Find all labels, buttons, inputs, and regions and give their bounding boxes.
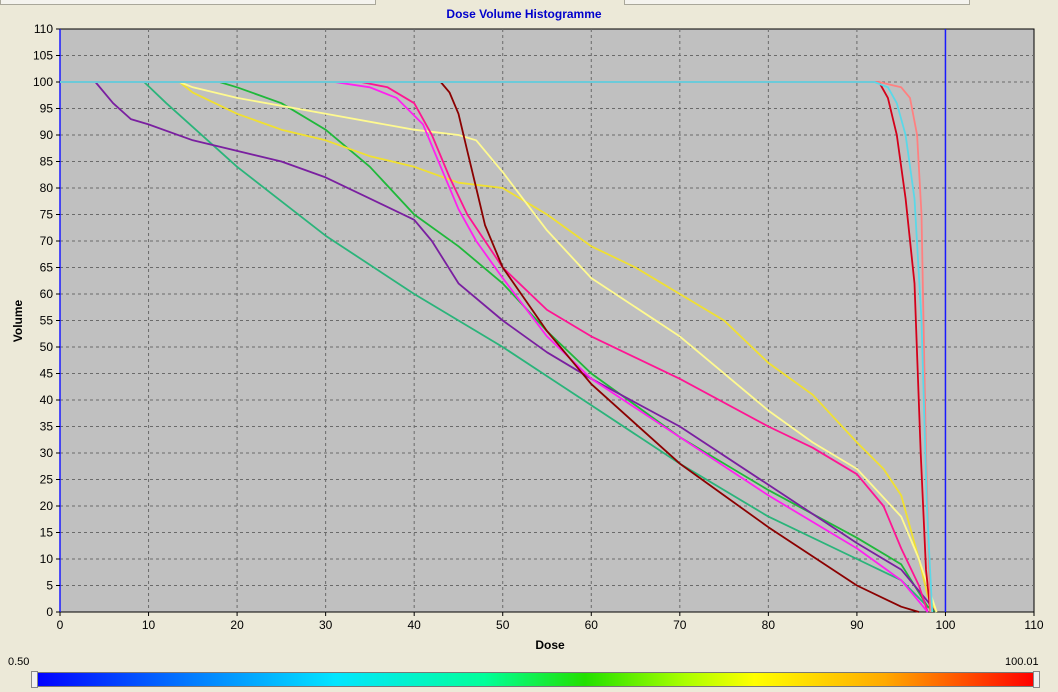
series-line bbox=[60, 81, 932, 613]
y-tick-label: 100 bbox=[33, 75, 53, 89]
y-tick-label: 80 bbox=[40, 181, 54, 195]
y-tick-label: 30 bbox=[40, 446, 54, 460]
x-tick-label: 10 bbox=[142, 618, 156, 632]
x-tick-label: 70 bbox=[673, 618, 687, 632]
colorbar-max-handle[interactable] bbox=[1033, 671, 1040, 688]
y-tick-label: 40 bbox=[40, 393, 54, 407]
colorbar-min-label: 0.50 bbox=[8, 656, 30, 668]
dvh-chart: 0 10 20 30 40 50 60 70 80 90 100 110 0 5 10 15 20 25 30 35… bbox=[11, 7, 1044, 652]
chart-title: Dose Volume Histogramme bbox=[446, 7, 601, 21]
y-tick-label: 60 bbox=[40, 287, 54, 301]
y-tick-label: 35 bbox=[40, 420, 54, 434]
x-tick-label: 40 bbox=[408, 618, 422, 632]
series-group bbox=[60, 81, 938, 613]
x-tick-label: 110 bbox=[1024, 618, 1043, 632]
y-tick-label: 15 bbox=[40, 526, 54, 540]
series-line bbox=[60, 81, 929, 613]
series-line bbox=[60, 81, 938, 613]
y-tick-label: 110 bbox=[34, 22, 53, 36]
series-line bbox=[60, 81, 938, 613]
colorbar-max-label: 100.01 bbox=[1005, 656, 1039, 668]
y-tick-label: 105 bbox=[33, 49, 53, 63]
colorbar-gradient bbox=[35, 672, 1035, 687]
x-tick-labels: 0 10 20 30 40 50 60 70 80 90 100 110 bbox=[57, 612, 1044, 632]
series-line bbox=[60, 81, 938, 613]
y-tick-label: 45 bbox=[40, 367, 54, 381]
series-line bbox=[60, 81, 920, 613]
x-tick-label: 60 bbox=[585, 618, 599, 632]
series-line bbox=[60, 81, 932, 613]
y-tick-label: 65 bbox=[40, 261, 54, 275]
y-tick-label: 75 bbox=[40, 208, 54, 222]
x-tick-label: 100 bbox=[935, 618, 955, 632]
y-tick-label: 10 bbox=[40, 552, 54, 566]
series-line bbox=[60, 81, 934, 613]
y-tick-label: 85 bbox=[40, 155, 54, 169]
series-line bbox=[60, 81, 938, 613]
top-right-panel bbox=[624, 0, 970, 5]
series-line bbox=[60, 81, 938, 613]
x-tick-label: 0 bbox=[57, 618, 64, 632]
y-axis-label: Volume bbox=[11, 299, 25, 342]
y-tick-label: 90 bbox=[40, 128, 54, 142]
series-line bbox=[60, 81, 929, 613]
y-tick-label: 5 bbox=[46, 579, 53, 593]
x-tick-label: 90 bbox=[850, 618, 864, 632]
y-tick-label: 0 bbox=[46, 605, 53, 619]
y-tick-labels: 0 5 10 15 20 25 30 35 40 45 50 55 60 65 70 75 80 85 90 95 10… bbox=[33, 22, 60, 619]
y-tick-label: 25 bbox=[40, 473, 54, 487]
x-tick-label: 30 bbox=[319, 618, 333, 632]
colorbar-min-handle[interactable] bbox=[31, 671, 38, 688]
y-tick-label: 50 bbox=[40, 340, 54, 354]
y-tick-label: 55 bbox=[40, 314, 54, 328]
x-tick-label: 80 bbox=[762, 618, 776, 632]
y-tick-label: 70 bbox=[40, 234, 54, 248]
x-axis-label: Dose bbox=[535, 638, 565, 652]
x-tick-label: 20 bbox=[230, 618, 244, 632]
top-left-panel bbox=[0, 0, 376, 5]
y-tick-label: 20 bbox=[40, 499, 54, 513]
y-tick-label: 95 bbox=[40, 102, 54, 116]
x-tick-label: 50 bbox=[496, 618, 510, 632]
